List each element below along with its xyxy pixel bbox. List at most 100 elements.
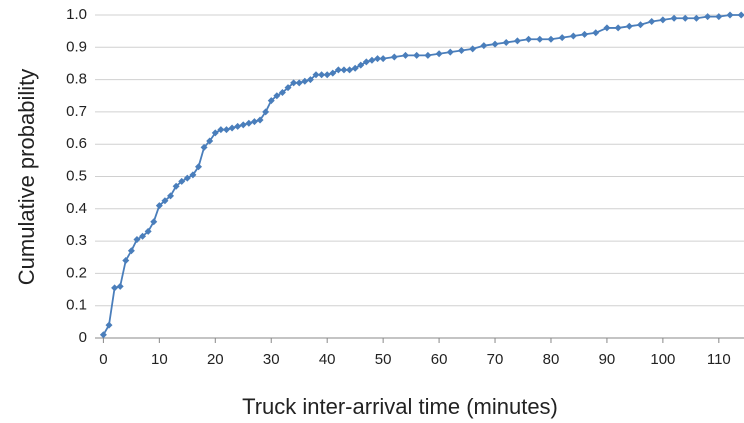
data-marker	[737, 11, 744, 19]
data-marker	[413, 51, 421, 59]
data-marker	[402, 51, 410, 59]
data-marker	[323, 71, 331, 79]
data-marker	[278, 89, 286, 97]
y-tick-label: 0.5	[66, 167, 87, 184]
x-tick-label: 20	[207, 351, 224, 368]
data-marker	[211, 129, 219, 137]
data-marker	[312, 71, 320, 79]
y-tick-label: 1.0	[66, 6, 87, 23]
data-marker	[290, 79, 298, 87]
data-marker	[256, 116, 264, 124]
data-marker	[222, 126, 230, 134]
data-marker	[390, 53, 398, 61]
data-marker	[374, 55, 382, 63]
y-tick-label: 0.1	[66, 297, 87, 314]
data-marker	[513, 37, 521, 45]
data-marker	[301, 77, 309, 85]
data-marker	[200, 143, 208, 151]
data-marker	[189, 171, 197, 179]
data-marker	[681, 14, 689, 22]
data-marker	[614, 24, 622, 32]
y-tick-label: 0	[79, 329, 87, 346]
data-marker	[457, 47, 465, 55]
data-marker	[357, 61, 365, 69]
y-tick-label: 0.6	[66, 135, 87, 152]
data-marker	[105, 321, 113, 329]
data-marker	[167, 192, 175, 200]
data-marker	[435, 50, 443, 58]
data-marker	[161, 197, 169, 205]
x-tick-label: 110	[707, 351, 731, 368]
data-marker	[206, 137, 214, 145]
data-marker	[569, 32, 577, 40]
data-marker	[670, 14, 678, 22]
data-line	[102, 14, 742, 336]
data-marker	[127, 247, 135, 255]
data-marker	[351, 64, 359, 72]
y-tick-label: 0.8	[66, 71, 87, 88]
data-marker	[502, 38, 510, 46]
data-marker	[491, 40, 499, 48]
data-marker	[469, 45, 477, 53]
x-tick-label: 60	[431, 351, 448, 368]
y-tick-label: 0.2	[66, 264, 87, 281]
data-marker	[306, 76, 314, 84]
x-tick-label: 30	[263, 351, 280, 368]
x-tick-label: 0	[99, 351, 107, 368]
data-marker	[318, 71, 326, 79]
y-tick-label: 0.7	[66, 103, 87, 120]
x-tick-label: 70	[487, 351, 504, 368]
data-marker	[122, 256, 130, 264]
data-marker	[692, 14, 700, 22]
data-marker	[172, 182, 180, 190]
data-marker	[346, 66, 354, 74]
data-marker	[250, 118, 258, 126]
data-marker	[592, 29, 600, 37]
data-marker	[195, 163, 203, 171]
data-marker	[547, 35, 555, 43]
data-marker	[446, 48, 454, 56]
data-marker	[525, 35, 533, 43]
data-marker	[368, 56, 376, 64]
data-marker	[636, 21, 644, 29]
data-marker	[329, 69, 337, 77]
data-marker	[111, 284, 119, 292]
y-tick-label: 0.3	[66, 232, 87, 249]
y-tick-label: 0.4	[66, 200, 87, 217]
data-marker	[715, 13, 723, 21]
data-marker	[262, 108, 270, 116]
data-marker	[116, 282, 124, 290]
data-marker	[133, 235, 141, 243]
data-marker	[150, 218, 158, 226]
y-axis-title: Cumulative probability	[14, 69, 39, 285]
data-marker	[178, 177, 186, 185]
x-tick-label: 50	[375, 351, 392, 368]
data-marker	[648, 17, 656, 25]
x-tick-label: 10	[151, 351, 168, 368]
data-marker	[267, 97, 275, 105]
data-marker	[558, 34, 566, 42]
data-marker	[245, 119, 253, 127]
data-marker	[340, 66, 348, 74]
data-marker	[726, 11, 734, 19]
data-marker	[603, 24, 611, 32]
data-marker	[424, 51, 432, 59]
data-marker	[659, 16, 667, 24]
x-tick-label: 80	[543, 351, 560, 368]
data-marker	[704, 13, 712, 21]
data-marker	[234, 122, 242, 130]
data-marker	[379, 55, 387, 63]
data-marker	[183, 174, 191, 182]
data-marker	[239, 121, 247, 129]
x-tick-label: 100	[650, 351, 675, 368]
data-marker	[581, 30, 589, 38]
data-marker	[99, 331, 107, 339]
data-marker	[144, 227, 152, 235]
data-marker	[625, 22, 633, 30]
data-marker	[334, 66, 342, 74]
y-tick-label: 0.9	[66, 38, 87, 55]
data-marker	[480, 42, 488, 50]
data-marker	[273, 92, 281, 100]
data-marker	[228, 124, 236, 132]
